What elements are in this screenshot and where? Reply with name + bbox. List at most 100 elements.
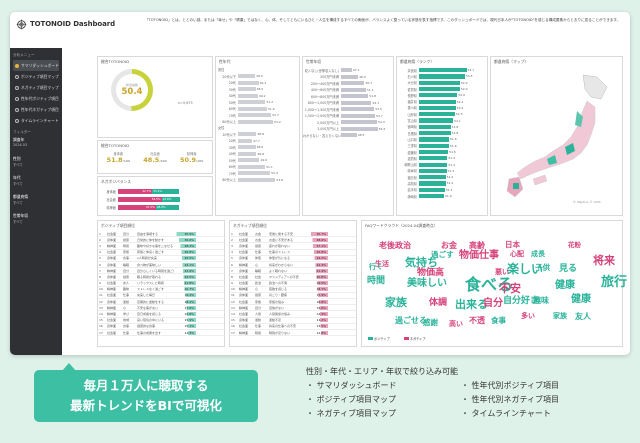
filter-value: すべて <box>13 182 23 186</box>
prefecture-map-title: 都道府県（マップ） <box>494 59 529 64</box>
word: 将来 <box>593 254 615 267</box>
sidebar-item[interactable]: ポジティブ項目マップ <box>13 71 59 82</box>
positive-panel: ポジティブ項目順位 1 社会面 自分 自由を満喫する 35.9% 2 身体面 健康 日常的に体を… <box>97 220 225 347</box>
table-row: 16 身体面 食事 健康的な食事 15.1% <box>98 324 224 330</box>
category: 精神面 <box>239 262 249 267</box>
category: 精神面 <box>107 305 117 310</box>
filter-item[interactable]: 都道府県 すべて <box>13 194 59 211</box>
balance-panel: ネガポジバランス 身体面 42.7% 33.1% 社会面 54.5% 22.8% 精神面 47… <box>97 176 213 216</box>
item-text: 自信がない <box>269 305 285 310</box>
item-text: 日常的に体を動かす <box>137 237 165 242</box>
percent: 15.1% <box>174 324 196 329</box>
feature-item: ・ 性年代別ネガティブ項目 <box>461 395 560 404</box>
word: 行く <box>369 263 383 271</box>
bar-value: 54.3 <box>378 120 385 125</box>
bar-label: 2,000万円以上 <box>317 120 339 125</box>
table-row: 14 社会面 人間 人間関係の悩み 14.9% <box>230 311 356 318</box>
bar-row: 200〜400万円未満 50.7 <box>303 80 393 87</box>
word: 体調 <box>429 298 448 308</box>
category: 社会面 <box>239 250 249 255</box>
app-description: 「TOTONOID」とは、ととのい感、または「幸せ」や「健康」ではなく、心、体、… <box>145 18 621 22</box>
bar-label: 20代 <box>228 81 236 86</box>
word: 旅行 <box>601 275 628 290</box>
bar <box>419 175 446 180</box>
feature-list: 性別・年代・エリア・年収で絞り込み可能 ・ サマリダッシュボード ・ 性年代別ポジ… <box>306 366 626 419</box>
filter-item[interactable]: 世帯年収 すべて <box>13 213 59 230</box>
percent: 21.8% <box>174 281 196 286</box>
score-number: 48.5 <box>143 156 160 164</box>
bar-label: 宮崎県 <box>407 125 417 130</box>
wordcloud-panel: FAQワードクラウド（2024.04調査時点） ポジティブ ネガティブ <box>361 220 623 347</box>
item-text: 体型が気になる <box>269 256 291 261</box>
category: 社会面 <box>239 237 249 242</box>
word: 気持ち <box>405 256 438 269</box>
word: 日本 <box>505 240 520 249</box>
bar-label: 60代 <box>228 165 236 170</box>
bar-label: 50代 <box>228 158 236 163</box>
bar-row: 滋賀県 51.4 <box>397 155 487 161</box>
filter-label: 性別 <box>13 156 21 161</box>
category: 社会面 <box>239 312 249 317</box>
percent: 20.8% <box>306 274 328 279</box>
bar-label: 40代 <box>228 94 236 99</box>
percent: 19.4% <box>174 293 196 298</box>
bar-label: 滋賀県 <box>407 156 417 161</box>
balance-label: 社会面 <box>106 197 116 202</box>
filter-item[interactable]: 調査年 2024.03 <box>13 137 59 154</box>
sidebar-item[interactable]: サマリダッシュボード <box>13 60 59 71</box>
item-text: 不安な事がない <box>137 305 159 310</box>
score-label: 精神面 <box>186 152 197 156</box>
gauge-value: 50.4 <box>121 87 143 97</box>
bar <box>419 118 454 123</box>
percent: 28.3% <box>174 243 196 248</box>
sidebar-item[interactable]: 性年代ポジティブ項目 <box>13 93 59 104</box>
bar-value: 52.7 <box>372 100 380 105</box>
item-text: 老後に関する不安 <box>269 231 294 236</box>
word: 趣味 <box>533 296 549 305</box>
sidebar: 分析メニュー サマリダッシュボード ポジティブ項目マップ ネガティブ項目マップ 性年代… <box>10 48 62 355</box>
table-row: 2 身体面 健康 日常的に体を動かす 30.6% <box>98 237 224 244</box>
item-text: 食べ物が美味しい <box>137 262 162 267</box>
category: 身体面 <box>107 299 117 304</box>
tohoku-region <box>575 111 583 127</box>
bar-row: 80代以上 53.2 <box>216 119 299 126</box>
item-text: 健康的な食事 <box>137 324 156 329</box>
bar <box>341 126 378 131</box>
feature-item: ・ タイムラインチャート <box>461 409 551 418</box>
percent: 22.5% <box>174 274 196 279</box>
word: 自分好き <box>503 296 540 306</box>
item-text: 将来がわからない <box>269 262 294 267</box>
table-row: 6 身体面 睡眠 食べ物が美味しい 24.1% <box>98 262 224 269</box>
balance-label: 精神面 <box>106 205 116 210</box>
category: 社会面 <box>239 231 249 236</box>
bar <box>419 162 448 167</box>
word: 自分 <box>483 298 503 309</box>
word: 多い <box>521 312 535 320</box>
bar <box>419 99 456 104</box>
subcategory: 仕事 <box>255 250 262 255</box>
percent: 18.7% <box>306 287 328 292</box>
subcategory: 仕事 <box>255 324 262 329</box>
kyushu-region <box>513 183 519 189</box>
word: お金 <box>441 241 457 250</box>
filter-item[interactable]: 性別 すべて <box>13 156 59 173</box>
sidebar-item[interactable]: 性年代ネガティブ項目 <box>13 104 59 115</box>
header: TOTONOID Dashboard 「TOTONOID」とは、ととのい感、また… <box>10 12 630 48</box>
rank: 15 <box>99 318 103 323</box>
word: 友人 <box>575 312 591 321</box>
subcategory: 健康 <box>123 237 130 242</box>
rank: 17 <box>231 330 235 335</box>
bar-label: 山形県 <box>407 112 417 117</box>
bar-row: 30代 48.6 <box>216 144 299 151</box>
bar <box>238 119 274 124</box>
score-label: 社会面 <box>150 152 160 156</box>
filter-item[interactable]: 年代 すべて <box>13 175 59 192</box>
score-unit: /100 <box>122 159 131 163</box>
bar <box>238 177 276 182</box>
bar-row: 愛媛県 51.5 <box>397 149 487 155</box>
sidebar-item[interactable]: ネガティブ項目マップ <box>13 82 59 93</box>
sidebar-item[interactable]: タイムラインチャート <box>13 115 59 126</box>
bar-label: 富山県 <box>407 119 417 124</box>
subcategory: 睡眠 <box>123 262 130 267</box>
rank: 2 <box>99 237 101 242</box>
